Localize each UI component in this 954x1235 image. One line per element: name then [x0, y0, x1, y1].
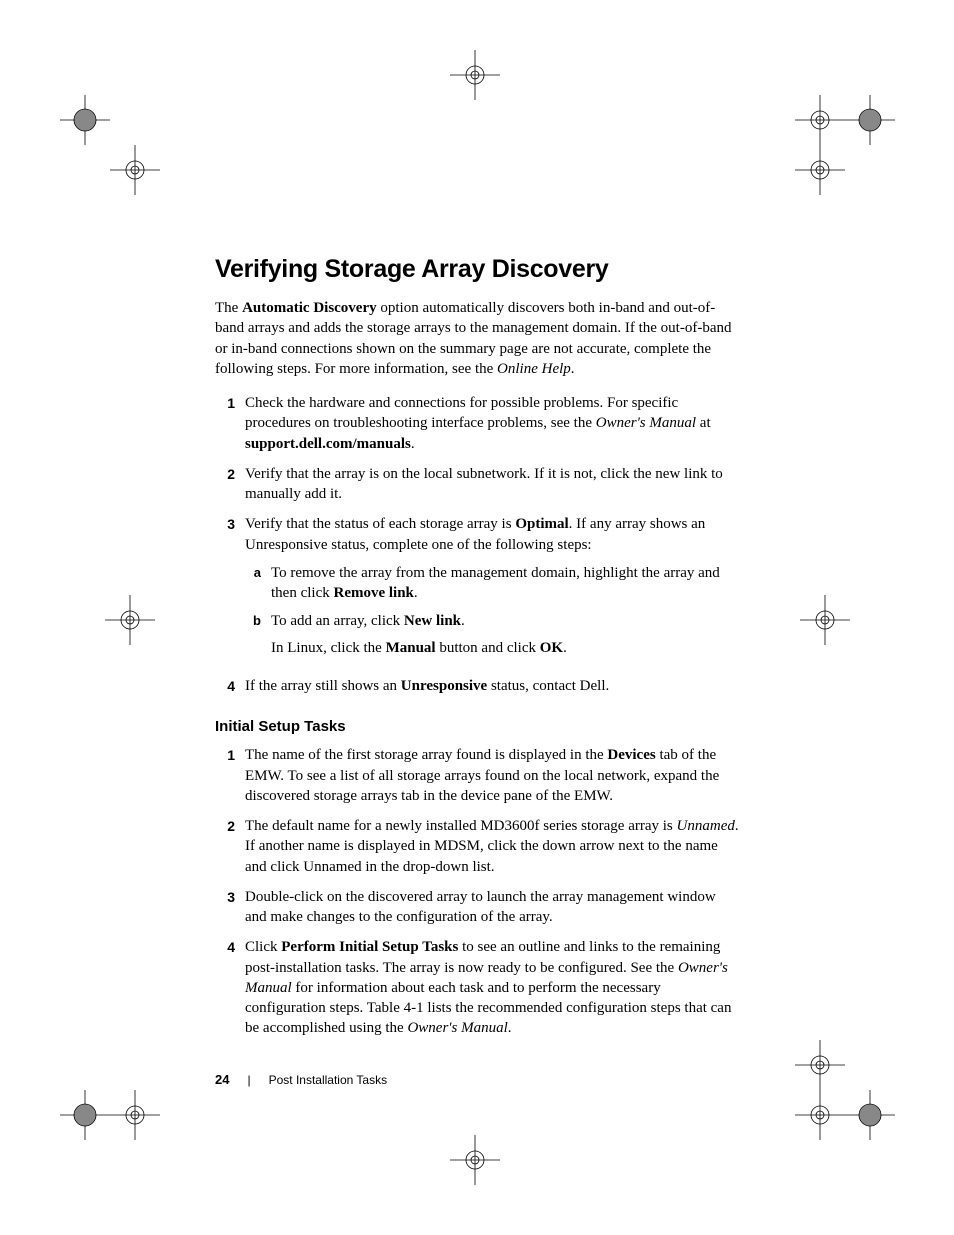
ui-ok-button: OK [540, 640, 563, 656]
step-body: Click Perform Initial Setup Tasks to see… [245, 937, 740, 1038]
text: In Linux, click the [271, 640, 386, 656]
text: . [414, 585, 418, 601]
page-content: Verifying Storage Array Discovery The Au… [215, 255, 740, 1049]
substep-body: To add an array, click New link. In Linu… [271, 611, 740, 658]
step-body: The default name for a newly installed M… [245, 816, 740, 877]
step-number: 1 [215, 393, 245, 414]
term-optimal: Optimal [515, 516, 568, 532]
substep-letter: b [245, 611, 271, 630]
text: If the array still shows an [245, 678, 401, 694]
registration-mark-icon [105, 140, 165, 200]
step-body: Verify that the array is on the local su… [245, 464, 740, 505]
text: at [696, 415, 711, 431]
steps-list-1: 1 Check the hardware and connections for… [215, 393, 740, 696]
list-item: 1 The name of the first storage array fo… [215, 745, 740, 806]
registration-mark-icon [445, 1130, 505, 1190]
crop-corner-icon [840, 90, 900, 150]
step-body: Double-click on the discovered array to … [245, 887, 740, 928]
registration-mark-icon [790, 90, 850, 150]
text: Verify that the status of each storage a… [245, 516, 515, 532]
list-item: 3 Double-click on the discovered array t… [215, 887, 740, 928]
registration-mark-icon [790, 140, 850, 200]
registration-mark-icon [795, 590, 855, 650]
text: . [461, 613, 465, 629]
text: status, contact Dell. [487, 678, 609, 694]
registration-mark-icon [790, 1085, 850, 1145]
text: The default name for a newly installed M… [245, 818, 677, 834]
substep-body: To remove the array from the management … [271, 563, 740, 604]
list-item: b To add an array, click New link. In Li… [245, 611, 740, 658]
page-heading: Verifying Storage Array Discovery [215, 255, 740, 284]
registration-mark-icon [790, 1035, 850, 1095]
list-item: 2 Verify that the array is on the local … [215, 464, 740, 505]
ui-perform-initial-setup: Perform Initial Setup Tasks [281, 939, 458, 955]
ui-new-link: New link [404, 613, 461, 629]
step-number: 4 [215, 676, 245, 697]
term-unnamed: Unnamed [677, 818, 735, 834]
list-item: a To remove the array from the managemen… [245, 563, 740, 604]
ui-remove-link: Remove link [333, 585, 413, 601]
ui-manual-button: Manual [386, 640, 436, 656]
text: . [411, 436, 415, 452]
text: button and click [436, 640, 540, 656]
step-number: 3 [215, 887, 245, 908]
step-body: The name of the first storage array foun… [245, 745, 740, 806]
crop-corner-icon [840, 1085, 900, 1145]
text: . [508, 1020, 512, 1036]
footer-divider: | [247, 1073, 250, 1087]
subheading-initial-setup: Initial Setup Tasks [215, 718, 740, 735]
text: The [215, 300, 242, 316]
ui-devices-tab: Devices [607, 747, 655, 763]
crop-corner-icon [55, 1085, 115, 1145]
step-body: If the array still shows an Unresponsive… [245, 676, 740, 696]
step-number: 3 [215, 514, 245, 535]
term-automatic-discovery: Automatic Discovery [242, 300, 377, 316]
list-item: 1 Check the hardware and connections for… [215, 393, 740, 454]
page-footer: 24 | Post Installation Tasks [215, 1072, 740, 1087]
step-number: 2 [215, 816, 245, 837]
text: . [563, 640, 567, 656]
step-body: Verify that the status of each storage a… [245, 514, 740, 666]
page-number: 24 [215, 1072, 229, 1087]
sub-steps-list: a To remove the array from the managemen… [245, 563, 740, 658]
list-item: 2 The default name for a newly installed… [215, 816, 740, 877]
list-item: 4 Click Perform Initial Setup Tasks to s… [215, 937, 740, 1038]
registration-mark-icon [445, 45, 505, 105]
url-support: support.dell.com/manuals [245, 436, 411, 452]
text: Click [245, 939, 281, 955]
intro-paragraph: The Automatic Discovery option automatic… [215, 298, 740, 379]
step-number: 4 [215, 937, 245, 958]
substep-letter: a [245, 563, 271, 582]
ref-owners-manual: Owner's Manual [596, 415, 696, 431]
ref-owners-manual: Owner's Manual [407, 1020, 507, 1036]
crop-corner-icon [55, 90, 115, 150]
ref-online-help: Online Help [497, 361, 571, 377]
term-unresponsive: Unresponsive [401, 678, 487, 694]
step-number: 1 [215, 745, 245, 766]
registration-mark-icon [105, 1085, 165, 1145]
step-body: Check the hardware and connections for p… [245, 393, 740, 454]
text: To add an array, click [271, 613, 404, 629]
footer-section: Post Installation Tasks [269, 1073, 388, 1087]
steps-list-2: 1 The name of the first storage array fo… [215, 745, 740, 1038]
registration-mark-icon [100, 590, 160, 650]
text: The name of the first storage array foun… [245, 747, 607, 763]
text: . [571, 361, 575, 377]
substep-extra: In Linux, click the Manual button and cl… [271, 638, 740, 658]
list-item: 4 If the array still shows an Unresponsi… [215, 676, 740, 697]
step-number: 2 [215, 464, 245, 485]
list-item: 3 Verify that the status of each storage… [215, 514, 740, 666]
